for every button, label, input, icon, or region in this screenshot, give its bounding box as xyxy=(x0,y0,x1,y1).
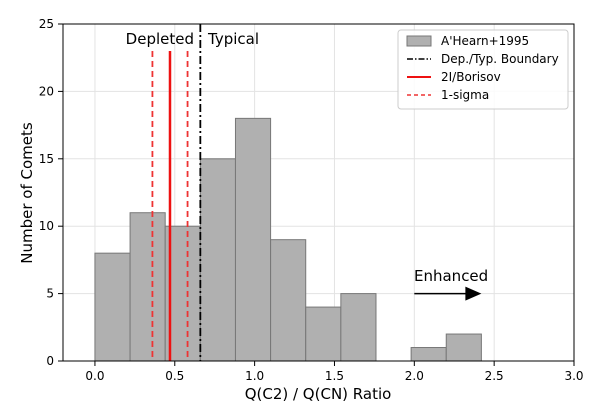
histogram-bar xyxy=(270,239,307,362)
enhanced-arrow xyxy=(414,286,482,301)
y-tick-label: 5 xyxy=(46,287,54,301)
legend-swatch-histogram xyxy=(406,35,432,47)
plot-frame xyxy=(62,23,575,362)
legend-label-borisov: 2I/Borisov xyxy=(441,70,501,84)
x-tick-label: 0.0 xyxy=(85,369,104,383)
legend-label-histogram: A'Hearn+1995 xyxy=(441,34,529,48)
histogram-bar xyxy=(445,333,482,362)
histogram-bar xyxy=(340,293,377,362)
histogram-bar xyxy=(94,252,131,362)
y-tick-label: 10 xyxy=(39,219,54,233)
x-tick-label: 3.0 xyxy=(564,369,583,383)
x-axis-label: Q(C2) / Q(CN) Ratio xyxy=(245,385,392,403)
x-tick-label: 2.5 xyxy=(485,369,504,383)
legend: A'Hearn+1995 Dep./Typ. Boundary 2I/Boris… xyxy=(397,29,569,110)
typical-label: Typical xyxy=(207,30,259,48)
legend-box xyxy=(397,29,569,110)
histogram-bar xyxy=(234,117,272,362)
y-tick-label: 20 xyxy=(39,84,54,98)
x-tick-label: 1.0 xyxy=(245,369,264,383)
x-tick-label: 2.0 xyxy=(405,369,424,383)
histogram-bar xyxy=(305,306,342,362)
x-ticks: 0.0 0.5 1.0 1.5 2.0 2.5 3.0 xyxy=(85,361,584,383)
reference-lines xyxy=(151,24,202,361)
y-ticks: 0 5 10 15 20 25 xyxy=(39,17,63,368)
enhanced-label: Enhanced xyxy=(414,267,488,285)
depleted-label: Depleted xyxy=(126,30,194,48)
legend-label-boundary: Dep./Typ. Boundary xyxy=(441,52,559,66)
histogram-bar xyxy=(129,212,166,362)
y-tick-label: 0 xyxy=(46,354,54,368)
x-tick-label: 0.5 xyxy=(165,369,184,383)
y-axis-label: Number of Comets xyxy=(18,122,36,264)
histogram-bar xyxy=(199,158,236,362)
y-tick-label: 25 xyxy=(39,17,54,31)
arrow-head xyxy=(465,286,482,301)
x-tick-label: 1.5 xyxy=(325,369,344,383)
legend-label-sigma: 1-sigma xyxy=(441,88,489,102)
y-tick-label: 15 xyxy=(39,152,54,166)
histogram-bar xyxy=(410,347,447,362)
